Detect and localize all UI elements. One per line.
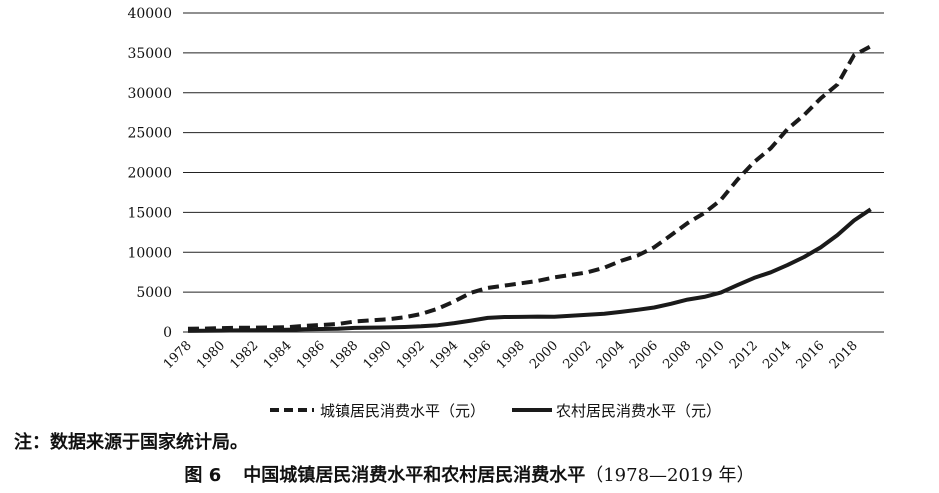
x-tick-label: 1990	[361, 338, 395, 372]
x-tick-label: 2018	[827, 338, 861, 372]
legend-label: 城镇居民消费水平（元）	[320, 402, 485, 420]
y-tick-label: 30000	[127, 86, 172, 102]
x-axis-tick-labels: 1978 1980 1982 1984 1986 1988 1990 1992 1994 1996…	[161, 338, 861, 372]
y-tick-label: 10000	[127, 245, 172, 261]
y-tick-label: 40000	[127, 6, 172, 22]
x-tick-label: 2008	[660, 338, 694, 372]
rural-series-line	[187, 207, 872, 333]
series-lines	[187, 44, 872, 333]
x-tick-label: 2002	[560, 338, 594, 372]
x-tick-label: 1996	[461, 338, 495, 372]
figure-title: 中国城镇居民消费水平和农村居民消费水平	[243, 465, 586, 486]
x-tick-label: 2000	[527, 338, 561, 372]
x-tick-label: 2014	[760, 338, 794, 372]
x-tick-label: 2012	[727, 338, 761, 372]
y-tick-label: 35000	[127, 46, 172, 62]
x-tick-label: 1982	[227, 338, 261, 372]
x-tick-label: 1984	[261, 338, 295, 372]
x-tick-label: 1986	[294, 338, 328, 372]
source-note: 注：数据来源于国家统计局。	[14, 432, 248, 453]
y-tick-label: 20000	[127, 166, 172, 182]
urban-series-line	[187, 44, 872, 331]
y-axis-tick-labels: 0 5000 10000 15000 20000 25000 30000 35000 40000	[127, 6, 172, 341]
legend-label: 农村居民消费水平（元）	[556, 402, 721, 420]
figure-number: 图 6	[184, 465, 222, 486]
x-tick-label: 1992	[394, 338, 428, 372]
x-tick-label: 1994	[427, 338, 461, 372]
x-tick-label: 2006	[627, 338, 661, 372]
x-tick-label: 1998	[494, 338, 528, 372]
x-tick-label: 2016	[794, 338, 828, 372]
x-tick-label: 1980	[194, 338, 228, 372]
y-tick-label: 15000	[127, 205, 172, 221]
gridlines	[183, 12, 884, 333]
y-tick-label: 5000	[136, 285, 172, 301]
legend: 城镇居民消费水平（元） 农村居民消费水平（元）	[270, 402, 721, 420]
y-tick-label: 25000	[127, 126, 172, 142]
line-chart: 0 5000 10000 15000 20000 25000 30000 35000 40000…	[127, 6, 884, 420]
y-tick-label: 0	[163, 325, 172, 341]
x-tick-label: 2010	[694, 338, 728, 372]
x-tick-label: 2004	[594, 338, 628, 372]
x-tick-label: 1988	[327, 338, 361, 372]
figure-caption: 图 6 中国城镇居民消费水平和农村居民消费水平（1978—2019 年）	[0, 461, 939, 487]
figure-range: （1978—2019 年）	[585, 465, 755, 486]
x-tick-label: 1978	[161, 338, 195, 372]
